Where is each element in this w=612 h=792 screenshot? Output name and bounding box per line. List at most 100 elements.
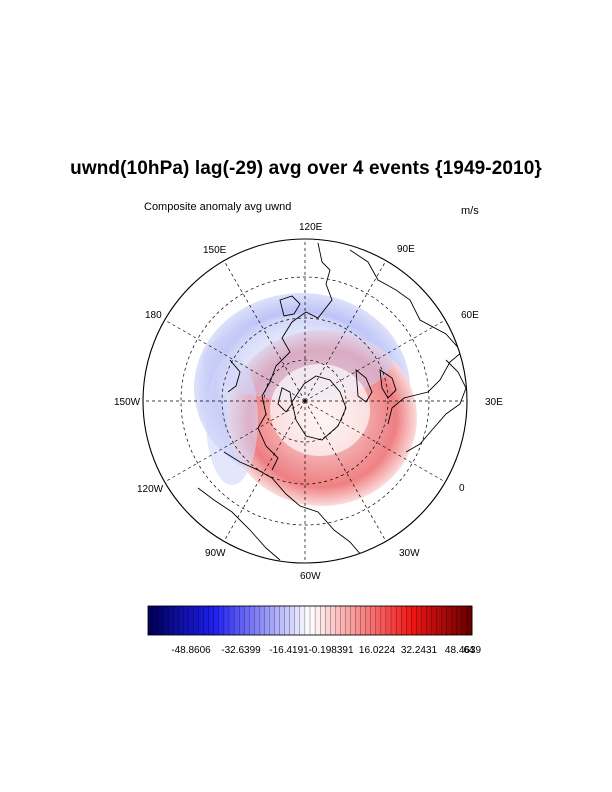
colorbar-box [325,605,331,636]
lon-label-30e: 30E [485,397,503,408]
colorbar-box [441,605,448,636]
colorbar-box [385,605,392,636]
colorbar-box [233,605,240,636]
colorbar-box [446,605,453,636]
colorbar-box [411,605,417,636]
colorbar-label: 48.4639 [445,645,482,656]
colorbar-box [173,605,179,636]
colorbar-box [365,605,372,636]
colorbar-box [213,605,220,636]
colorbar-box [431,605,437,636]
colorbar-box [395,605,402,636]
colorbar-box [289,605,296,636]
colorbar-box [183,605,189,636]
colorbar-box [178,605,184,636]
meridian-line [304,319,446,402]
colorbar-labels: -48.8606 -32.6399 -16.4191 -0.198391 16.0224… [171,645,481,656]
lon-label-90w: 90W [205,548,226,559]
colorbar-box [370,605,377,636]
colorbar-box [193,605,200,636]
colorbar-box [314,605,321,636]
latitude-gridlines [180,276,430,526]
colorbar-box [259,605,265,636]
colorbar-box [254,605,260,636]
colorbar-box [320,605,326,636]
colorbar-box [421,605,427,636]
meridian-line [304,260,387,402]
lon-label-120w: 120W [137,484,164,495]
colorbar-box [401,605,407,636]
colorbar-box [163,605,169,636]
lon-label-30w: 30W [399,548,420,559]
meridian-line [304,400,387,542]
colorbar-box [360,605,367,636]
lon-label-90e: 90E [397,244,415,255]
colorbar-box [284,605,291,636]
coastlines [197,242,467,561]
meridian-line [164,400,306,483]
colorbar-box [330,605,336,636]
colorbar-box [198,605,205,636]
colorbar-label: 16.0224 [359,645,396,656]
colorbar-box [390,605,397,636]
colorbar-box [249,605,255,636]
colorbar-box [218,605,225,636]
colorbar-box [309,605,316,636]
colorbar-box [274,605,281,636]
colorbar-box [203,605,210,636]
longitude-gridlines [143,239,467,563]
subtitle-left: Composite anomaly avg uwnd [144,201,292,213]
meridian-line [304,400,446,483]
lon-label-120e: 120E [299,222,323,233]
lon-label-150w: 150W [114,397,141,408]
lon-label-0: 0 [459,483,465,494]
colorbar-label: -16.4191 [269,645,309,656]
units-label: m/s [461,205,479,217]
colorbar-box [335,605,341,636]
lon-label-60e: 60E [461,310,479,321]
colorbar-box [152,605,159,636]
colorbar-box [264,605,270,636]
colorbar-box [158,605,164,636]
colorbar-box [436,605,443,636]
meridian-line [223,260,306,402]
colorbar-box [279,605,286,636]
map-boundary [142,238,468,564]
colorbar-box [304,605,311,636]
colorbar-box [355,605,362,636]
colorbar-box [228,605,235,636]
colorbar-box [239,605,245,636]
colorbar-box [416,605,422,636]
colorbar-box [350,605,356,636]
colorbar-box [426,605,432,636]
colorbar-box [168,605,174,636]
colorbar-box [244,605,250,636]
colorbar-label: -48.8606 [171,645,211,656]
colorbar-box [223,605,230,636]
colorbar-box [375,605,382,636]
colorbar-box [345,605,351,636]
colorbar-label: 64 [463,645,475,656]
plot-title: uwnd(10hPa) lag(-29) avg over 4 events {… [70,158,542,179]
meridian-line [223,400,306,542]
colorbar-box [466,605,473,636]
colorbar-box [456,605,463,636]
colorbar-box [208,605,215,636]
lon-label-180: 180 [145,310,162,321]
colorbar-box [380,605,387,636]
colorbar-box [406,605,412,636]
colorbar-box [299,605,306,636]
colorbar-box [294,605,301,636]
colorbar-boxes [147,605,473,636]
colorbar-box [340,605,346,636]
colorbar-box [188,605,194,636]
colorbar-label: -32.6399 [221,645,261,656]
colorbar-box [269,605,275,636]
colorbar-label: -0.198391 [308,645,353,656]
colorbar-box [451,605,458,636]
colorbar-box [147,605,154,636]
lon-label-60w: 60W [300,571,321,582]
colorbar-box [461,605,468,636]
